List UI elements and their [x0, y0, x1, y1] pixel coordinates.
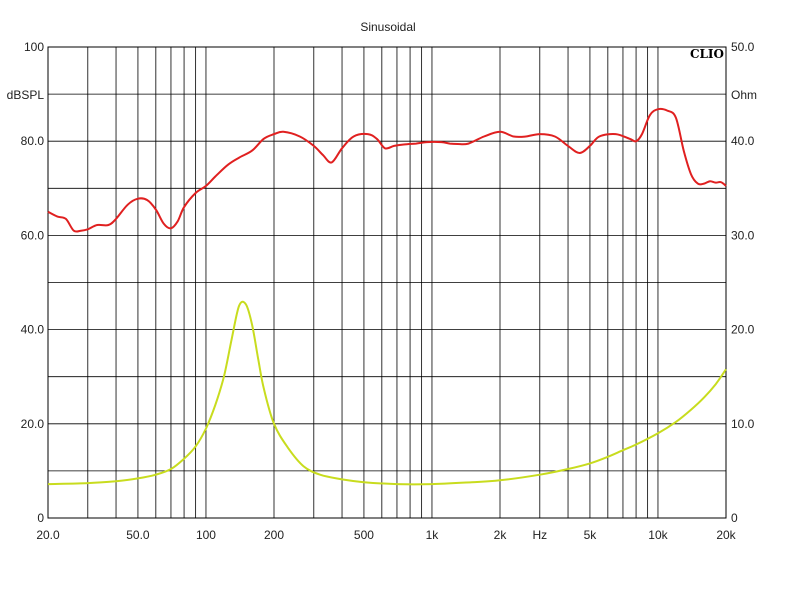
- y-right-tick-label: 20.0: [731, 323, 755, 337]
- y-left-axis-label: dBSPL: [7, 88, 45, 102]
- x-tick-label: 20k: [716, 528, 736, 542]
- y-right-tick-labels: 0 10.0 20.0 30.0 40.0 50.0: [731, 40, 755, 525]
- x-tick-label: 50.0: [126, 528, 150, 542]
- y-right-axis-label: Ohm: [731, 88, 757, 102]
- x-tick-label: 5k: [584, 528, 598, 542]
- y-left-tick-label: 20.0: [21, 417, 45, 431]
- x-tick-label: 20.0: [36, 528, 60, 542]
- x-tick-label: 100: [196, 528, 216, 542]
- y-right-tick-label: 40.0: [731, 134, 755, 148]
- plot-frame: [47, 46, 727, 519]
- spl-curve: [47, 107, 727, 233]
- y-left-tick-labels: 0 20.0 40.0 60.0 80.0 100: [21, 40, 45, 525]
- y-right-tick-label: 30.0: [731, 228, 755, 242]
- clio-brand-label: CLIO: [690, 47, 724, 61]
- x-tick-labels: 20.0 50.0 100 200 500 1k 2k Hz 5k 10k 20k: [36, 528, 736, 542]
- y-right-tick-label: 10.0: [731, 417, 755, 431]
- y-left-tick-label: 100: [24, 40, 44, 54]
- x-tick-label: 500: [354, 528, 374, 542]
- y-left-tick-label: 40.0: [21, 323, 45, 337]
- y-left-tick-label: 60.0: [21, 228, 45, 242]
- x-tick-label: 1k: [426, 528, 440, 542]
- series-layer: [47, 107, 727, 486]
- x-tick-label: Hz: [532, 528, 547, 542]
- x-tick-label: 200: [264, 528, 284, 542]
- y-left-tick-label: 80.0: [21, 134, 45, 148]
- x-tick-label: 2k: [494, 528, 508, 542]
- y-right-tick-label: 50.0: [731, 40, 755, 54]
- y-right-tick-label: 0: [731, 511, 738, 525]
- y-left-tick-label: 0: [37, 511, 44, 525]
- x-tick-label: 10k: [648, 528, 668, 542]
- chart-title: Sinusoidal: [360, 20, 415, 34]
- grid: [48, 47, 726, 518]
- impedance-curve: [47, 300, 727, 486]
